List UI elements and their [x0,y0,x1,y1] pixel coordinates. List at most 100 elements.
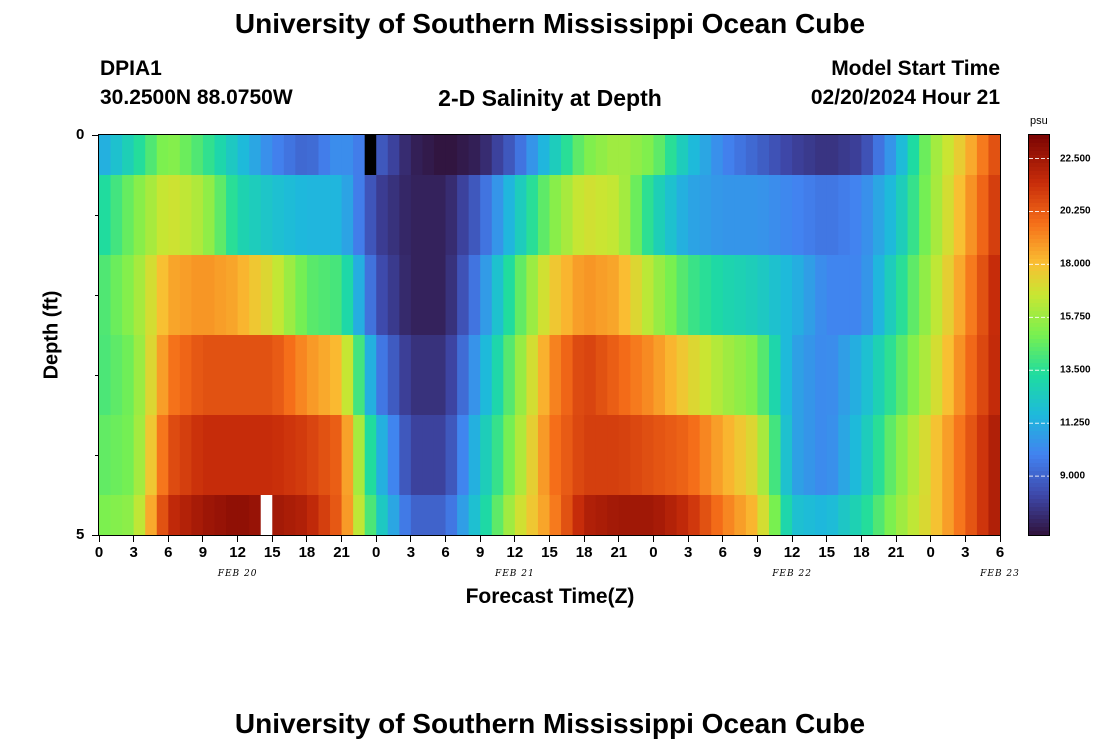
heatmap-cell [584,175,597,255]
heatmap-cell [387,135,400,175]
y-minor-tick [95,454,99,456]
colorbar-swatch [1029,167,1049,172]
heatmap-cell [676,175,689,255]
colorbar-tick-label: 15.750 [1060,311,1091,323]
heatmap-cell [711,495,724,535]
colorbar-unit: psu [1030,115,1048,127]
heatmap-cell [572,335,585,415]
colorbar-swatch [1029,251,1049,256]
colorbar-swatch [1029,491,1049,496]
colorbar-swatch [1029,487,1049,492]
heatmap-cell [214,255,227,335]
heatmap-cell [618,415,631,495]
heatmap-cell [676,495,689,535]
colorbar-swatch [1029,211,1049,216]
heatmap-cell [168,415,181,495]
heatmap-cell [872,335,886,415]
heatmap-cell [676,255,689,335]
heatmap-cell [803,135,816,175]
heatmap-cell [688,255,701,335]
heatmap-cell [364,135,377,175]
colorbar-swatch [1029,527,1049,532]
x-tick-label: 6 [164,544,173,561]
heatmap-cell [341,495,354,535]
heatmap-cell [330,495,343,535]
heatmap-cell [260,135,273,175]
x-tick-label: 18 [575,544,593,561]
heatmap-cell [757,135,770,175]
heatmap-cell [930,135,943,175]
heatmap-cell [942,415,955,495]
heatmap-cell [272,135,285,175]
heatmap-cell [457,415,470,495]
heatmap-cell [953,135,966,175]
heatmap-cell [688,175,701,255]
heatmap-cell [930,495,943,535]
heatmap-cell [272,335,285,415]
heatmap-cell [965,135,978,175]
station-coordinates: 30.2500N 88.0750W [100,86,293,109]
x-tick [860,536,862,542]
y-minor-tick [95,294,99,296]
colorbar-swatch [1029,239,1049,244]
heatmap-cell [526,135,539,175]
heatmap-cell [99,175,112,255]
heatmap-cell [468,175,481,255]
heatmap-cell [226,335,239,415]
heatmap-cell [491,415,504,495]
heatmap-cell [976,175,990,255]
x-tick-label: 0 [94,544,104,561]
colorbar-swatch [1029,279,1049,284]
heatmap-cell [549,175,562,255]
colorbar-swatch [1029,327,1049,332]
heatmap-cell [711,135,724,175]
heatmap-cell [422,255,435,335]
heatmap-cell [849,135,862,175]
x-tick [964,536,966,542]
heatmap-cell [260,175,273,255]
x-tick-label: 21 [887,544,905,561]
heatmap-cell [445,335,458,415]
heatmap-cell [688,415,701,495]
x-tick [895,536,897,542]
heatmap-cell [896,175,909,255]
heatmap-cell [364,495,377,535]
x-tick [410,536,412,542]
colorbar-swatch [1029,351,1049,356]
heatmap-cell [930,415,943,495]
x-tick [756,536,758,542]
colorbar-swatch [1029,495,1049,500]
heatmap-cell [202,175,216,255]
heatmap-cell [607,175,620,255]
heatmap-cell [295,175,308,255]
colorbar-tick-label: 18.000 [1060,258,1091,270]
heatmap-cell [226,255,239,335]
heatmap-cell [480,255,493,335]
colorbar-swatch [1029,223,1049,228]
x-tick-label: 0 [926,544,935,561]
heatmap-cell [514,335,527,415]
heatmap-cell [595,255,608,335]
x-tick-label: 21 [610,544,628,561]
heatmap-cell [133,135,146,175]
heatmap-cell [318,255,331,335]
heatmap-cell [803,255,816,335]
heatmap-cell [734,135,747,175]
heatmap-cell [561,255,574,335]
colorbar-swatch [1029,519,1049,524]
heatmap-cell [665,255,678,335]
heatmap-cell [376,335,389,415]
heatmap-cell [907,255,920,335]
heatmap-cell [699,135,712,175]
heatmap-cell [699,495,712,535]
heatmap-cell [433,335,447,415]
heatmap-cell [514,255,527,335]
colorbar-tick-label: 11.250 [1060,417,1091,429]
heatmap-cell [872,255,886,335]
heatmap-cell [526,415,539,495]
heatmap-cell [792,415,805,495]
heatmap-cell [341,255,354,335]
heatmap-cell [988,255,1000,335]
heatmap-cell [919,255,932,335]
